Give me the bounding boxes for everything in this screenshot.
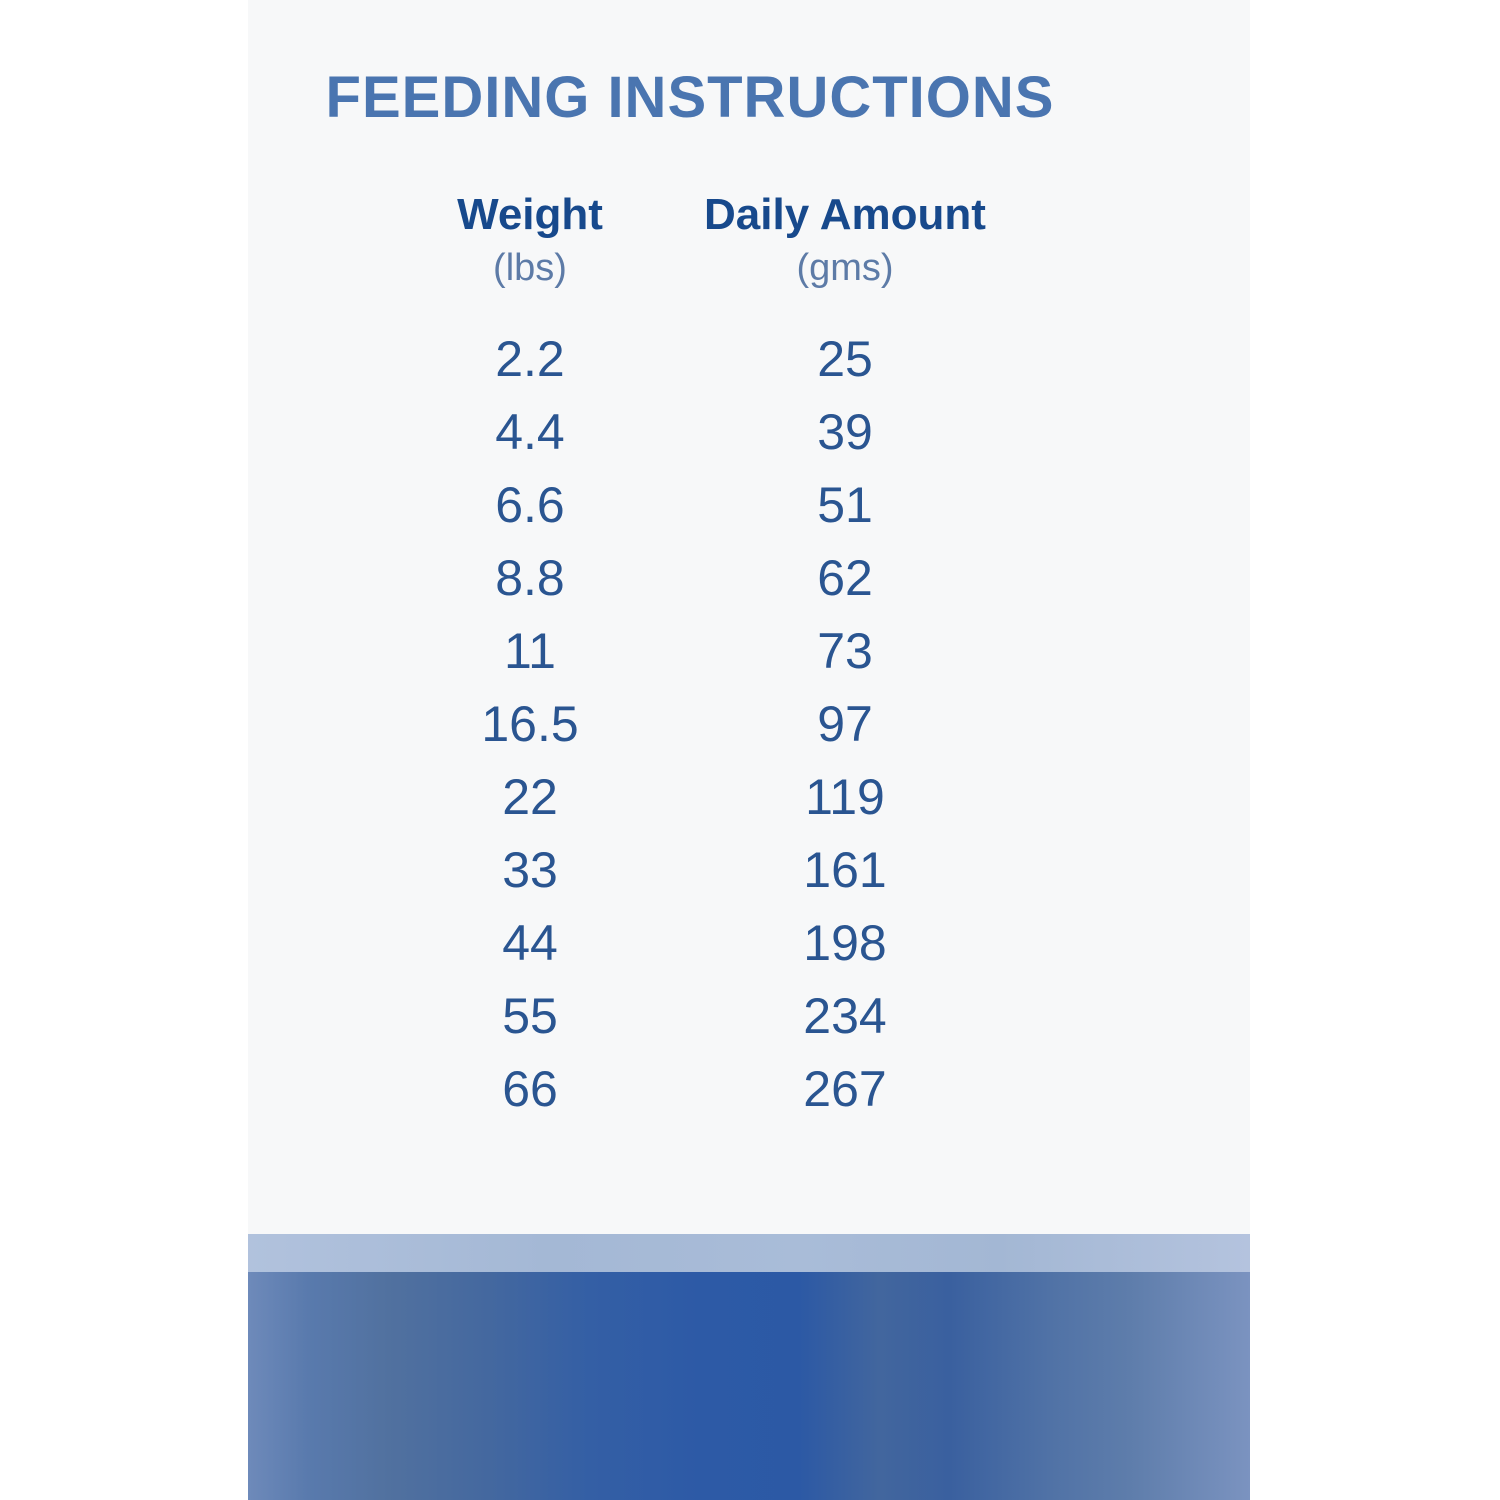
daily-amount-value: 25 xyxy=(817,330,873,387)
daily-amount-value: 97 xyxy=(817,696,873,753)
weight-value: 11 xyxy=(504,622,556,679)
daily-amount-value: 62 xyxy=(817,549,873,606)
weight-value: 4.4 xyxy=(495,403,565,460)
daily-amount-value: 73 xyxy=(817,622,873,679)
weight-column-unit: (lbs) xyxy=(493,247,567,289)
weight-values: 2.2 4.4 6.6 8.8 11 16.5 22 33 44 55 66 xyxy=(378,322,682,1126)
weight-value: 55 xyxy=(502,988,558,1045)
weight-value: 6.6 xyxy=(495,476,565,533)
weight-value: 2.2 xyxy=(495,330,565,387)
feeding-label-card: FEEDING INSTRUCTIONS Weight (lbs) 2.2 4.4… xyxy=(248,0,1250,1500)
footer-dark-band xyxy=(248,1272,1250,1500)
daily-amount-value: 119 xyxy=(805,769,885,826)
daily-amount-column: Daily Amount (gms) 25 39 51 62 73 97 119 161 198… xyxy=(693,0,997,1160)
daily-amount-value: 51 xyxy=(817,476,873,533)
footer-light-band xyxy=(248,1234,1250,1272)
daily-amount-values: 25 39 51 62 73 97 119 161 198 234 267 xyxy=(693,322,997,1126)
daily-amount-column-header: Daily Amount xyxy=(704,190,986,239)
weight-value: 33 xyxy=(502,842,558,899)
weight-value: 22 xyxy=(502,769,558,826)
weight-value: 44 xyxy=(502,915,558,972)
weight-column: Weight (lbs) 2.2 4.4 6.6 8.8 11 16.5 22 33 44 55 6… xyxy=(378,0,682,1160)
daily-amount-value: 234 xyxy=(803,988,887,1045)
weight-value: 16.5 xyxy=(481,696,579,753)
weight-column-header: Weight xyxy=(457,190,603,239)
daily-amount-value: 161 xyxy=(803,842,887,899)
daily-amount-column-unit: (gms) xyxy=(796,247,894,289)
daily-amount-value: 198 xyxy=(803,915,887,972)
weight-value: 8.8 xyxy=(495,549,565,606)
page-title: FEEDING INSTRUCTIONS xyxy=(325,65,1055,130)
weight-value: 66 xyxy=(502,1061,558,1118)
daily-amount-value: 39 xyxy=(817,403,873,460)
daily-amount-value: 267 xyxy=(803,1061,887,1118)
